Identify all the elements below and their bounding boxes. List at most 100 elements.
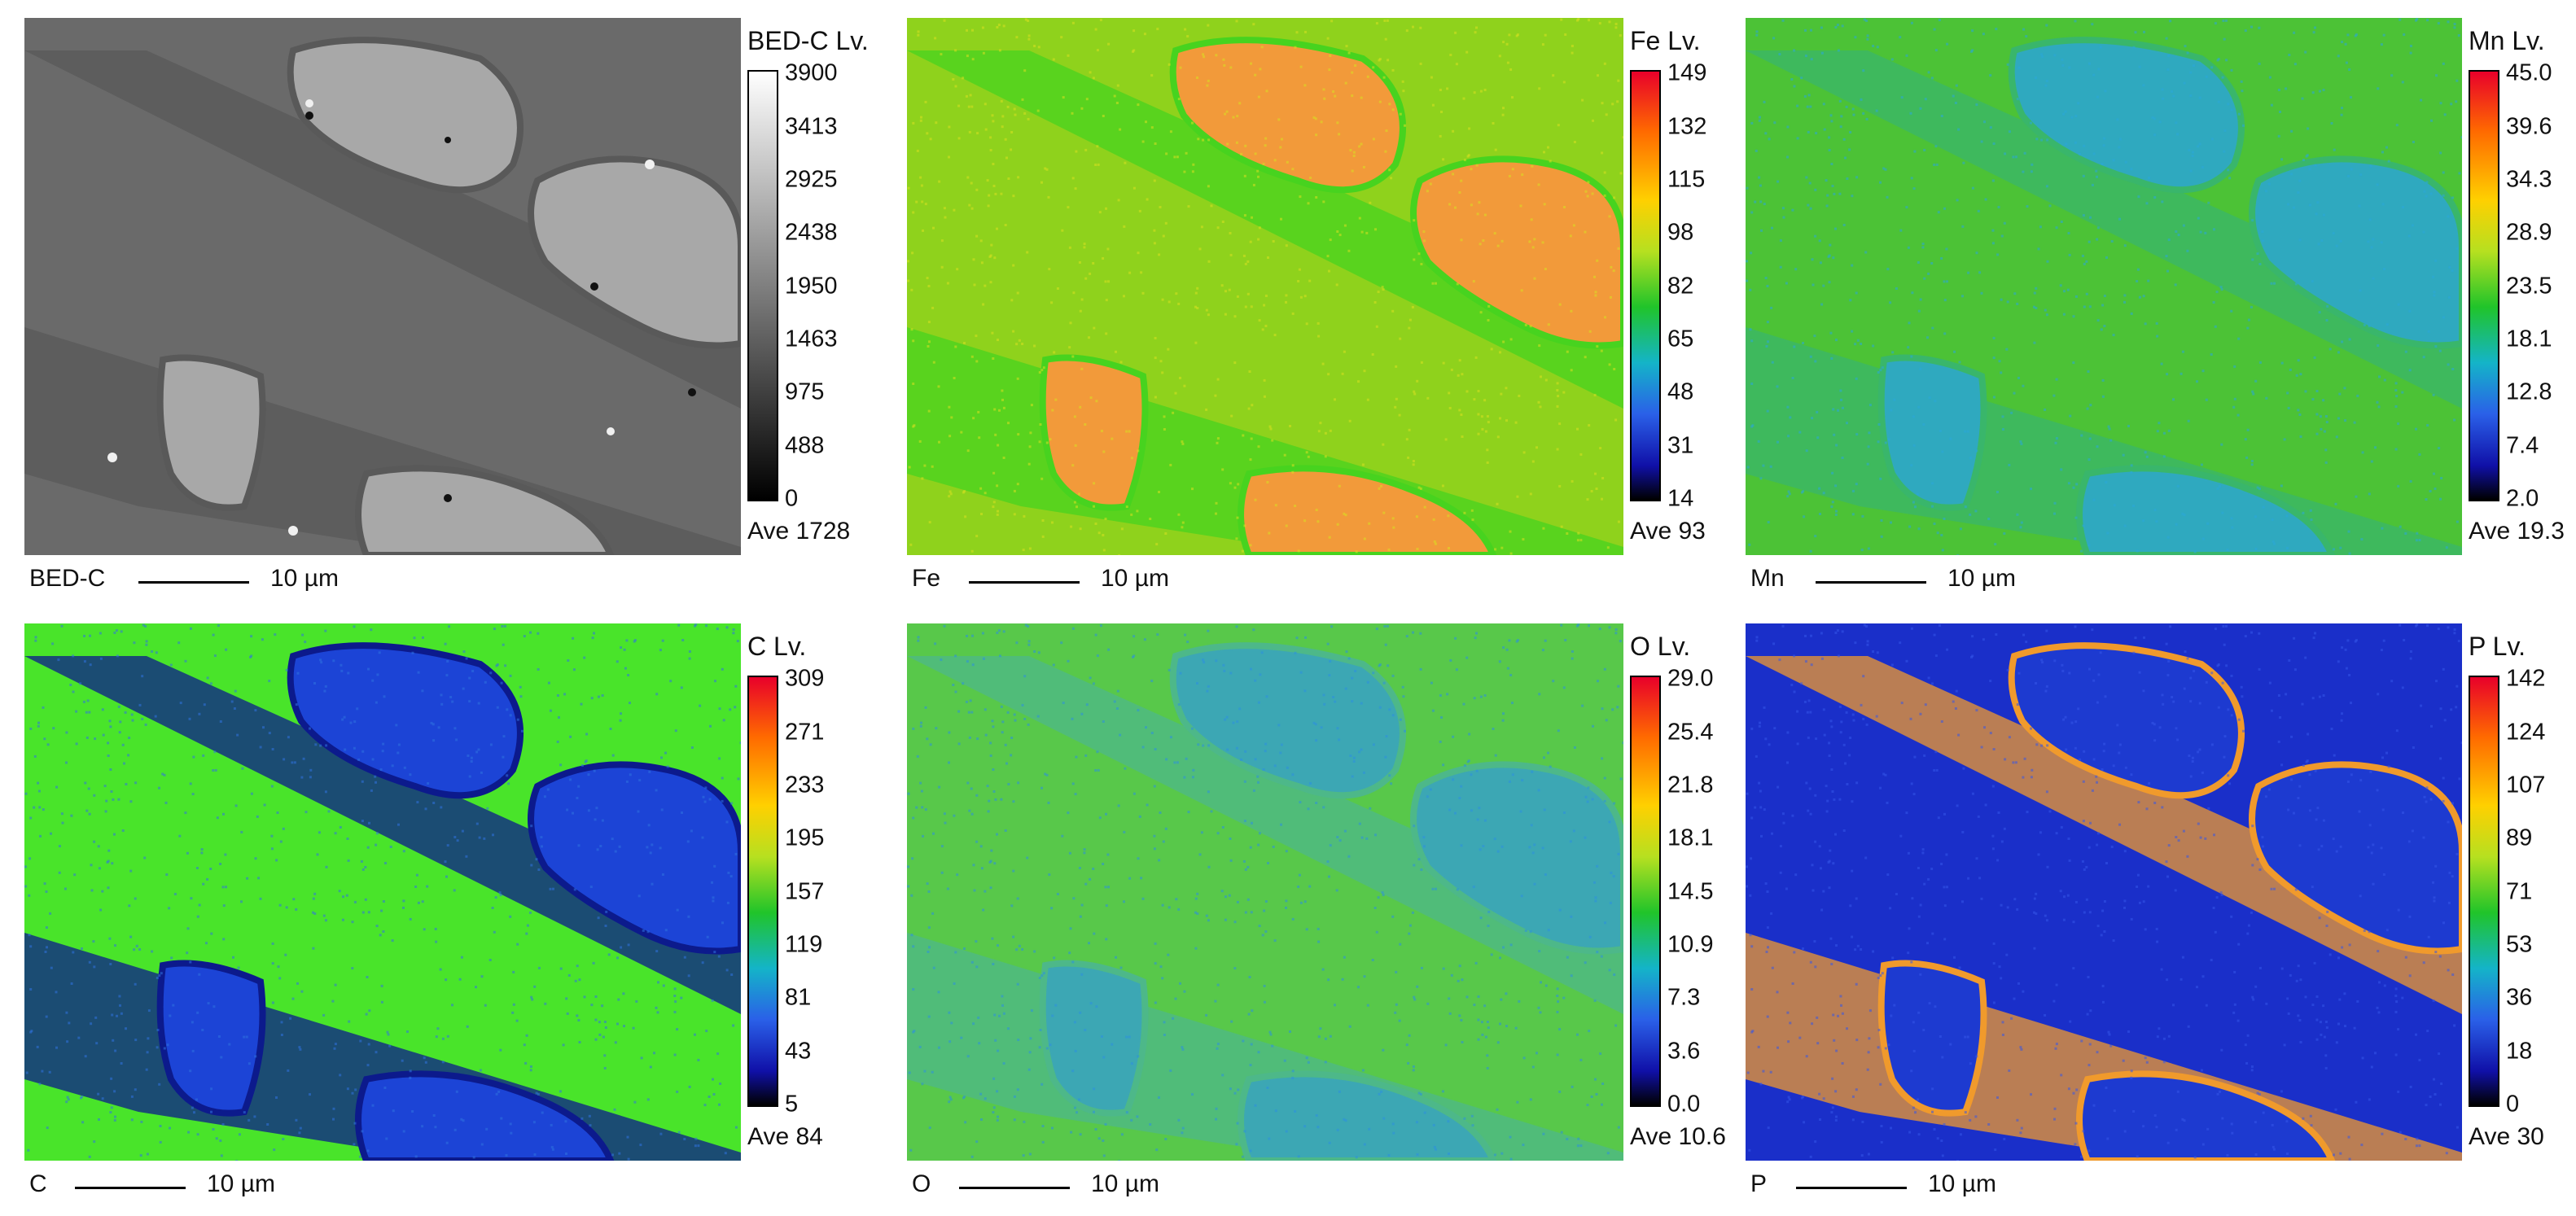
c-footer: C 10 µm bbox=[29, 1170, 599, 1203]
scale-bar bbox=[75, 1187, 186, 1189]
tick-label: 36 bbox=[2506, 984, 2533, 1011]
tick-label: 975 bbox=[785, 378, 825, 405]
scale-bar-label: 10 µm bbox=[270, 565, 339, 592]
tick-label: 18.1 bbox=[1667, 825, 1714, 851]
p-colorbar bbox=[2469, 676, 2499, 1107]
fe-map bbox=[907, 18, 1623, 555]
bed-c-image bbox=[24, 18, 741, 555]
tick-label: 124 bbox=[2506, 719, 2546, 746]
bed-c-average: Ave 1728 bbox=[747, 518, 851, 545]
o-image bbox=[907, 623, 1623, 1161]
tick-label: 82 bbox=[1667, 273, 1694, 300]
tick-label: 2925 bbox=[785, 166, 838, 193]
tick-label: 195 bbox=[785, 825, 825, 851]
tick-label: 14 bbox=[1667, 485, 1694, 512]
scale-bar bbox=[1816, 581, 1926, 584]
tick-label: 39.6 bbox=[2506, 113, 2552, 140]
tick-label: 18.1 bbox=[2506, 326, 2552, 352]
element-label: BED-C bbox=[29, 565, 106, 592]
o-colorbar bbox=[1630, 676, 1661, 1107]
p-level-header: P Lv. bbox=[2469, 632, 2526, 661]
tick-label: 89 bbox=[2506, 825, 2533, 851]
tick-label: 7.3 bbox=[1667, 984, 1701, 1011]
tick-label: 3413 bbox=[785, 113, 838, 140]
p-footer: P 10 µm bbox=[1750, 1170, 2320, 1203]
mn-level-header: Mn Lv. bbox=[2469, 26, 2545, 55]
tick-label: 43 bbox=[785, 1038, 812, 1065]
tick-label: 12.8 bbox=[2506, 378, 2552, 405]
mn-footer: Mn 10 µm bbox=[1750, 565, 2320, 597]
tick-label: 2.0 bbox=[2506, 485, 2539, 512]
tick-label: 14.5 bbox=[1667, 878, 1714, 905]
mn-average: Ave 19.3 bbox=[2469, 518, 2565, 545]
tick-label: 149 bbox=[1667, 59, 1707, 86]
fe-average: Ave 93 bbox=[1630, 518, 1706, 545]
tick-label: 65 bbox=[1667, 326, 1694, 352]
scale-bar bbox=[1796, 1187, 1907, 1189]
tick-label: 115 bbox=[1667, 166, 1706, 193]
tick-label: 81 bbox=[785, 984, 812, 1011]
element-label: O bbox=[912, 1170, 931, 1197]
c-colorbar bbox=[747, 676, 778, 1107]
tick-label: 107 bbox=[2506, 772, 2546, 798]
o-footer: O 10 µm bbox=[912, 1170, 1482, 1203]
o-average: Ave 10.6 bbox=[1630, 1123, 1726, 1150]
tick-label: 10.9 bbox=[1667, 931, 1714, 958]
tick-label: 309 bbox=[785, 665, 825, 692]
tick-label: 45.0 bbox=[2506, 59, 2552, 86]
tick-label: 0 bbox=[785, 485, 799, 512]
scale-bar-label: 10 µm bbox=[1091, 1170, 1159, 1197]
panel-p: P Lv. 142 124 107 89 71 53 36 18 0 Ave 3… bbox=[1746, 623, 2576, 1209]
bed-c-colorbar bbox=[747, 70, 778, 501]
tick-label: 5 bbox=[785, 1091, 799, 1118]
tick-label: 28.9 bbox=[2506, 219, 2552, 246]
tick-label: 34.3 bbox=[2506, 166, 2552, 193]
tick-label: 21.8 bbox=[1667, 772, 1714, 798]
panel-bed-c: BED-C Lv. 3900 3413 2925 2438 1950 1463 … bbox=[24, 18, 871, 604]
scale-bar bbox=[959, 1187, 1070, 1189]
tick-label: 132 bbox=[1667, 113, 1707, 140]
tick-label: 2438 bbox=[785, 219, 838, 246]
tick-label: 23.5 bbox=[2506, 273, 2552, 300]
tick-label: 98 bbox=[1667, 219, 1694, 246]
scale-bar-label: 10 µm bbox=[207, 1170, 275, 1197]
element-label: Fe bbox=[912, 565, 941, 592]
tick-label: 3.6 bbox=[1667, 1038, 1701, 1065]
tick-label: 25.4 bbox=[1667, 719, 1714, 746]
tick-label: 233 bbox=[785, 772, 825, 798]
mn-map bbox=[1746, 18, 2462, 555]
o-level-header: O Lv. bbox=[1630, 632, 1691, 661]
element-label: P bbox=[1750, 1170, 1768, 1197]
tick-label: 3900 bbox=[785, 59, 838, 86]
tick-label: 71 bbox=[2506, 878, 2533, 905]
tick-label: 0 bbox=[2506, 1091, 2520, 1118]
fe-level-header: Fe Lv. bbox=[1630, 26, 1701, 55]
tick-label: 18 bbox=[2506, 1038, 2533, 1065]
panel-fe: Fe Lv. 149 132 115 98 82 65 48 31 14 Ave… bbox=[907, 18, 1754, 604]
tick-label: 29.0 bbox=[1667, 665, 1714, 692]
fe-footer: Fe 10 µm bbox=[912, 565, 1482, 597]
tick-label: 271 bbox=[785, 719, 825, 746]
scale-bar-label: 10 µm bbox=[1101, 565, 1169, 592]
fe-colorbar bbox=[1630, 70, 1661, 501]
scale-bar-label: 10 µm bbox=[1947, 565, 2016, 592]
tick-label: 119 bbox=[785, 931, 823, 958]
tick-label: 1463 bbox=[785, 326, 838, 352]
p-map bbox=[1746, 623, 2462, 1161]
tick-label: 31 bbox=[1667, 432, 1694, 459]
panel-mn: Mn Lv. 45.0 39.6 34.3 28.9 23.5 18.1 12.… bbox=[1746, 18, 2576, 604]
element-label: C bbox=[29, 1170, 47, 1197]
mn-colorbar bbox=[2469, 70, 2499, 501]
panel-c: C Lv. 309 271 233 195 157 119 81 43 5 Av… bbox=[24, 623, 871, 1209]
tick-label: 53 bbox=[2506, 931, 2533, 958]
panel-o: O Lv. 29.0 25.4 21.8 18.1 14.5 10.9 7.3 … bbox=[907, 623, 1754, 1209]
tick-label: 7.4 bbox=[2506, 432, 2539, 459]
tick-label: 0.0 bbox=[1667, 1091, 1701, 1118]
mn-image bbox=[1746, 18, 2462, 555]
scale-bar bbox=[969, 581, 1080, 584]
tick-label: 157 bbox=[785, 878, 825, 905]
element-label: Mn bbox=[1750, 565, 1785, 592]
scale-bar-label: 10 µm bbox=[1928, 1170, 1996, 1197]
c-average: Ave 84 bbox=[747, 1123, 823, 1150]
p-image bbox=[1746, 623, 2462, 1161]
